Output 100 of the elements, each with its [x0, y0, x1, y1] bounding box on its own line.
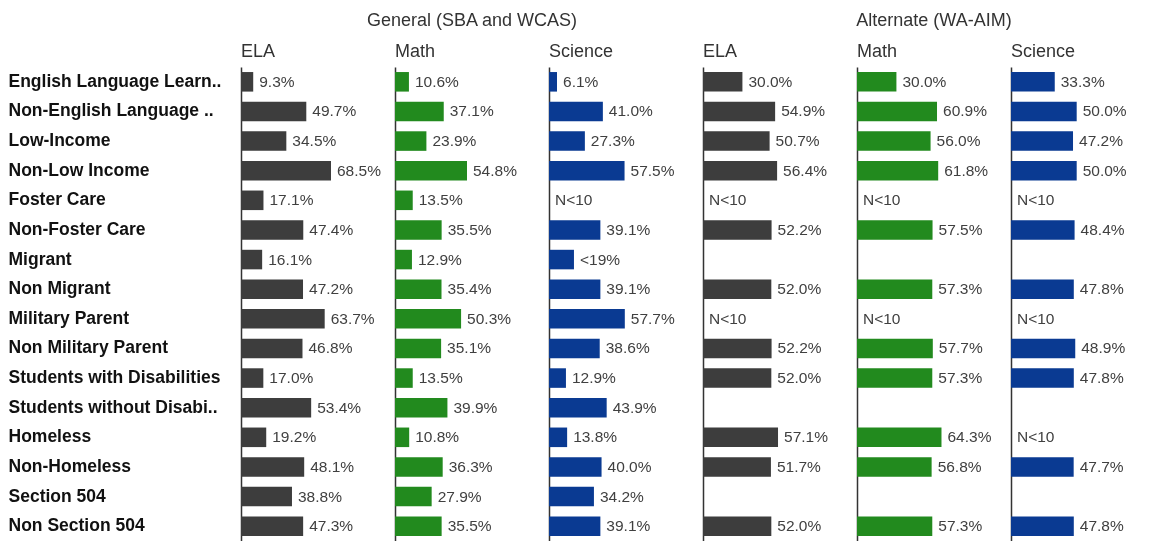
bar — [549, 338, 600, 359]
text: N<10 — [709, 309, 747, 327]
data-label: 68.5% — [337, 161, 382, 179]
data-label: 57.3% — [938, 369, 983, 387]
bar — [395, 190, 413, 211]
bar — [857, 72, 897, 92]
bar — [395, 516, 442, 536]
data-label: 56.0% — [936, 132, 981, 150]
data-label: 17.1% — [269, 191, 314, 209]
bar — [857, 338, 933, 359]
data-label: 46.8% — [308, 339, 353, 357]
data-label: 52.2% — [777, 339, 822, 357]
data-label: 34.5% — [292, 132, 337, 150]
data-label: 12.9% — [571, 369, 617, 387]
text: N<10 — [1017, 428, 1055, 446]
bar — [1011, 160, 1077, 181]
bar — [1011, 457, 1074, 477]
data-label: 47.8% — [1079, 280, 1124, 298]
data-label: 30.0% — [748, 72, 793, 90]
bar — [549, 72, 558, 92]
data-label: 63.7% — [330, 309, 375, 327]
data-label: 56.8% — [937, 457, 982, 475]
bar — [549, 516, 601, 536]
chart-title: General (SBA and WCAS) — [366, 10, 578, 30]
data-label: 56.4% — [783, 161, 828, 179]
data-label: 47.2% — [309, 280, 354, 298]
data-label: 9.3% — [259, 72, 295, 90]
data-label: 57.3% — [938, 280, 983, 298]
data-label: 13.8% — [573, 428, 618, 446]
bar — [857, 279, 933, 299]
data-label: 38.6% — [605, 339, 650, 357]
data-label: 47.4% — [309, 220, 354, 238]
bar — [549, 249, 574, 270]
bar — [395, 427, 410, 448]
y-tick-label: Non Military Parent — [8, 337, 169, 358]
data-label: 47.7% — [1079, 457, 1124, 475]
data-label: 57.1% — [784, 428, 829, 446]
chart-subtitle: Math — [857, 41, 898, 61]
data-label: 35.4% — [447, 280, 492, 298]
data-label: 49.7% — [312, 102, 357, 120]
data-label: 27.3% — [590, 132, 636, 150]
chart-subtitle: Science — [549, 41, 614, 61]
y-tick-label: Non-Low Income — [8, 159, 150, 180]
bar — [1011, 72, 1055, 92]
bar — [395, 160, 467, 181]
data-label: 38.8% — [297, 487, 343, 505]
data-label: 54.8% — [473, 161, 518, 179]
data-label: <19% — [579, 250, 621, 268]
data-label: 54.9% — [781, 102, 826, 120]
data-label: 6.1% — [563, 72, 599, 90]
data-label: 60.9% — [943, 102, 988, 120]
text: N<10 — [709, 191, 747, 209]
data-label: 47.8% — [1079, 369, 1124, 387]
bar — [549, 220, 601, 240]
data-label: 16.1% — [268, 250, 313, 268]
data-label: 57.7% — [630, 309, 675, 327]
data-label: 52.0% — [777, 280, 822, 298]
bar — [395, 486, 432, 507]
bar — [549, 131, 585, 151]
data-label: 52.0% — [777, 369, 822, 387]
bar — [395, 220, 442, 240]
y-tick-label: Non Section 504 — [8, 515, 145, 536]
bar — [1011, 101, 1077, 122]
bar — [395, 279, 442, 299]
data-label: 13.5% — [418, 191, 463, 209]
bar — [549, 457, 602, 477]
data-label: 39.1% — [606, 280, 651, 298]
y-tick-label: Section 504 — [8, 485, 107, 506]
y-tick-label: Homeless — [8, 426, 92, 447]
bar — [549, 397, 607, 418]
text: N<10 — [863, 191, 901, 209]
data-label: 51.7% — [776, 457, 822, 475]
data-label: 43.9% — [612, 398, 657, 416]
data-label: 39.1% — [606, 220, 651, 238]
chart-subtitle: Math — [395, 41, 436, 61]
bar — [549, 279, 601, 299]
y-tick-label: Students with Disabilities — [8, 367, 221, 388]
text: N<10 — [1017, 309, 1055, 327]
data-label: 64.3% — [947, 428, 992, 446]
data-label: 48.1% — [310, 457, 355, 475]
bar — [857, 220, 933, 240]
chart-subtitle: Science — [1011, 41, 1076, 61]
bar — [857, 427, 942, 448]
bar — [395, 338, 442, 359]
chart-title: Alternate (WA-AIM) — [856, 10, 1012, 30]
data-label: 34.2% — [599, 487, 645, 505]
bar — [549, 427, 568, 448]
data-label: 27.9% — [437, 487, 482, 505]
data-label: 35.1% — [447, 339, 492, 357]
y-tick-label: Non-Homeless — [8, 455, 132, 476]
bar — [395, 131, 427, 151]
data-label: 36.3% — [448, 457, 493, 475]
data-label: 17.0% — [269, 369, 314, 387]
data-label: 57.5% — [630, 161, 675, 179]
bar — [549, 160, 625, 181]
data-label: 57.3% — [938, 517, 983, 535]
bar — [857, 101, 938, 122]
bar — [1011, 368, 1074, 388]
bar — [1011, 516, 1074, 536]
data-label: 41.0% — [608, 102, 654, 120]
